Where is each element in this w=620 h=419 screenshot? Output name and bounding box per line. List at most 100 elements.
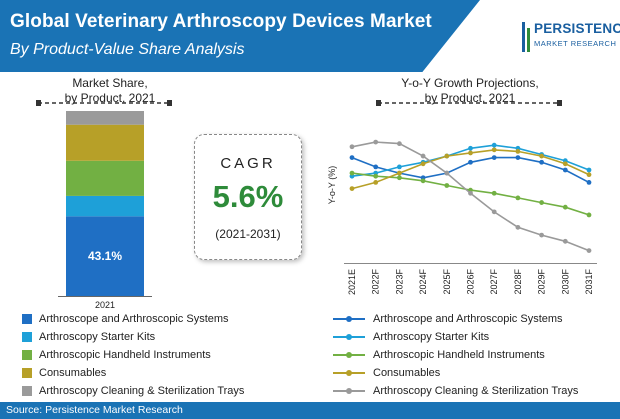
share-chart-title: Market Share, by Product, 2021 bbox=[40, 76, 180, 106]
data-point bbox=[539, 232, 544, 238]
data-point bbox=[373, 164, 379, 170]
share-legend: Arthroscope and Arthroscopic Systems Art… bbox=[22, 310, 244, 400]
data-point bbox=[515, 224, 521, 230]
data-point bbox=[586, 212, 592, 218]
data-point bbox=[539, 153, 544, 159]
data-point bbox=[562, 204, 568, 210]
legend-swatch bbox=[333, 368, 365, 378]
data-point bbox=[397, 175, 402, 181]
legend-label: Arthroscopy Starter Kits bbox=[373, 331, 490, 343]
legend-label: Arthroscopic Handheld Instruments bbox=[373, 349, 545, 361]
data-point bbox=[420, 161, 426, 167]
legend-label: Arthroscopy Cleaning & Sterilization Tra… bbox=[373, 385, 579, 397]
x-tick-label: 2024F bbox=[418, 269, 428, 295]
data-point bbox=[397, 170, 402, 176]
legend-label: Consumables bbox=[39, 367, 107, 379]
data-point bbox=[491, 142, 497, 148]
legend-item: Arthroscopic Handheld Instruments bbox=[333, 346, 578, 364]
bar-segment bbox=[66, 160, 144, 196]
legend-item: Arthroscopy Cleaning & Sterilization Tra… bbox=[22, 382, 244, 400]
data-point bbox=[349, 144, 355, 150]
data-point bbox=[539, 200, 544, 205]
bar-segment bbox=[66, 111, 144, 125]
x-tick-label: 2026F bbox=[466, 269, 476, 295]
legend-label: Consumables bbox=[373, 367, 441, 379]
legend-swatch bbox=[22, 386, 32, 396]
legend-item: Arthroscopy Starter Kits bbox=[333, 328, 578, 346]
page-title: Global Veterinary Arthroscopy Devices Ma… bbox=[10, 11, 432, 32]
data-point bbox=[586, 167, 592, 173]
legend-swatch bbox=[22, 350, 32, 360]
data-point bbox=[515, 155, 521, 161]
x-tick-label: 2022F bbox=[371, 269, 381, 295]
growth-chart-title-line-2: by Product, 2021 bbox=[424, 91, 516, 105]
title-rule-cap bbox=[376, 100, 381, 106]
source-note: Source: Persistence Market Research bbox=[6, 404, 183, 416]
page-subtitle: By Product-Value Share Analysis bbox=[10, 41, 245, 58]
growth-legend: Arthroscope and Arthroscopic Systems Art… bbox=[333, 310, 578, 400]
legend-item: Consumables bbox=[22, 364, 244, 382]
data-point bbox=[349, 186, 355, 192]
company-logo: PERSISTENCE MARKET RESEARCH bbox=[522, 18, 620, 58]
y-axis-label: Y-o-Y (%) bbox=[327, 166, 337, 205]
data-point bbox=[349, 170, 355, 176]
legend-item: Arthroscopy Starter Kits bbox=[22, 328, 244, 346]
x-tick-label: 2030F bbox=[560, 269, 570, 295]
growth-chart-title-line-1: Y-o-Y Growth Projections, bbox=[401, 76, 539, 90]
growth-chart-title: Y-o-Y Growth Projections, by Product, 20… bbox=[370, 76, 570, 106]
data-point bbox=[444, 170, 450, 176]
data-point bbox=[468, 190, 473, 196]
data-point bbox=[420, 153, 426, 159]
data-point bbox=[562, 167, 568, 173]
logo-name: PERSISTENCE bbox=[534, 21, 620, 36]
cagr-box: CAGR 5.6% (2021-2031) bbox=[194, 134, 302, 260]
legend-label: Arthroscopy Cleaning & Sterilization Tra… bbox=[39, 385, 245, 397]
legend-label: Arthroscopic Handheld Instruments bbox=[39, 349, 211, 361]
data-point bbox=[444, 183, 450, 188]
legend-label: Arthroscope and Arthroscopic Systems bbox=[39, 313, 229, 325]
data-point bbox=[468, 150, 473, 156]
legend-swatch bbox=[333, 350, 365, 360]
data-point bbox=[515, 195, 521, 201]
legend-item: Arthroscopic Handheld Instruments bbox=[22, 346, 244, 364]
data-point bbox=[586, 248, 592, 254]
legend-label: Arthroscope and Arthroscopic Systems bbox=[373, 313, 563, 325]
legend-swatch bbox=[22, 314, 32, 324]
legend-swatch bbox=[333, 332, 365, 342]
legend-swatch bbox=[22, 332, 32, 342]
data-point bbox=[420, 178, 426, 184]
legend-item: Arthroscope and Arthroscopic Systems bbox=[333, 310, 578, 328]
x-tick-label: 2028F bbox=[513, 269, 523, 295]
data-point bbox=[397, 141, 402, 147]
x-tick-label: 2027F bbox=[489, 269, 499, 295]
data-point bbox=[562, 238, 568, 244]
data-point bbox=[491, 155, 497, 161]
legend-label: Arthroscopy Starter Kits bbox=[39, 331, 156, 343]
data-point bbox=[468, 159, 473, 165]
legend-item: Arthroscopy Cleaning & Sterilization Tra… bbox=[333, 382, 578, 400]
share-chart-title-line-1: Market Share, bbox=[72, 76, 148, 90]
cagr-period: (2021-2031) bbox=[215, 227, 281, 241]
data-point bbox=[349, 155, 355, 161]
logo-tagline: MARKET RESEARCH bbox=[534, 39, 617, 48]
title-rule-cap bbox=[167, 100, 172, 106]
cagr-label: CAGR bbox=[220, 155, 276, 172]
x-tick-label: 2021E bbox=[347, 269, 357, 295]
data-point bbox=[586, 172, 592, 178]
cagr-value: 5.6% bbox=[212, 179, 284, 214]
data-point bbox=[491, 209, 497, 215]
header-band bbox=[0, 0, 480, 72]
data-point bbox=[539, 159, 544, 165]
footer: Source: Persistence Market Research bbox=[0, 402, 620, 419]
x-tick-label: 2023F bbox=[394, 269, 404, 295]
legend-swatch bbox=[22, 368, 32, 378]
header: Global Veterinary Arthroscopy Devices Ma… bbox=[0, 0, 620, 72]
data-point bbox=[444, 153, 450, 159]
bar-data-label: 43.1% bbox=[88, 249, 122, 263]
x-tick-label: 2031F bbox=[584, 269, 594, 295]
data-point bbox=[468, 145, 473, 151]
x-tick-label: 2029F bbox=[537, 269, 547, 295]
data-point bbox=[586, 180, 592, 185]
title-rule-cap bbox=[36, 100, 41, 106]
